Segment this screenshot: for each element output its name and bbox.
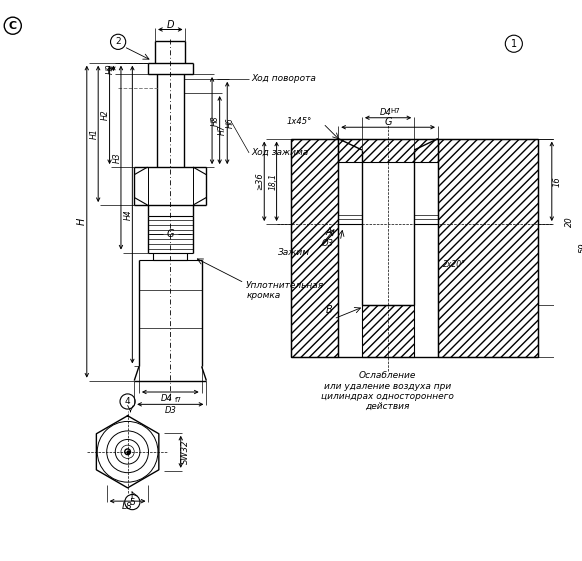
Text: H: H xyxy=(77,218,87,226)
Text: SW32: SW32 xyxy=(181,440,190,464)
Text: D4: D4 xyxy=(161,394,172,403)
Text: 1: 1 xyxy=(511,39,517,49)
Bar xyxy=(338,139,438,162)
Text: Ослабление
или удаление воздуха при
цилиндрах одностороннего
действия: Ослабление или удаление воздуха при цили… xyxy=(321,371,454,411)
Text: Уплотнительная
кромка: Уплотнительная кромка xyxy=(246,280,324,300)
Text: H6: H6 xyxy=(226,118,235,128)
Text: G: G xyxy=(166,229,174,240)
Text: H7: H7 xyxy=(218,125,227,135)
Text: 18,1: 18,1 xyxy=(268,173,277,190)
Text: D4: D4 xyxy=(379,108,391,117)
Bar xyxy=(291,139,338,357)
Bar xyxy=(362,305,414,357)
Text: H8: H8 xyxy=(211,115,219,126)
Text: 20: 20 xyxy=(565,217,574,227)
Text: H3: H3 xyxy=(113,152,122,163)
Bar xyxy=(438,139,538,357)
Text: Ход поворота: Ход поворота xyxy=(251,75,316,84)
Text: H9: H9 xyxy=(106,63,115,73)
Text: 5: 5 xyxy=(129,498,135,507)
Text: H2: H2 xyxy=(101,109,110,120)
Text: D3: D3 xyxy=(164,407,176,416)
Text: H4: H4 xyxy=(124,209,133,220)
Text: Ход зажима: Ход зажима xyxy=(251,148,308,158)
Text: D: D xyxy=(166,20,174,30)
Text: G: G xyxy=(384,117,392,127)
Text: A: A xyxy=(326,227,332,237)
Text: C: C xyxy=(9,21,17,31)
Text: 2: 2 xyxy=(115,38,121,47)
Text: 4: 4 xyxy=(125,397,130,406)
Bar xyxy=(338,139,438,162)
Bar xyxy=(291,139,338,357)
Text: Зажим: Зажим xyxy=(278,248,310,257)
Text: B: B xyxy=(326,305,332,315)
Bar xyxy=(362,305,414,357)
Text: 16: 16 xyxy=(553,176,562,187)
Text: H7: H7 xyxy=(391,108,400,114)
Text: 1x45°: 1x45° xyxy=(286,117,312,126)
Text: H1: H1 xyxy=(90,128,99,139)
Text: f7: f7 xyxy=(175,397,182,403)
Text: L8: L8 xyxy=(122,502,133,511)
Text: Ø3: Ø3 xyxy=(321,238,333,247)
Bar xyxy=(438,139,538,357)
Text: ≥36: ≥36 xyxy=(255,172,264,190)
Text: 2x20°: 2x20° xyxy=(443,260,466,269)
Text: 59: 59 xyxy=(579,242,582,253)
